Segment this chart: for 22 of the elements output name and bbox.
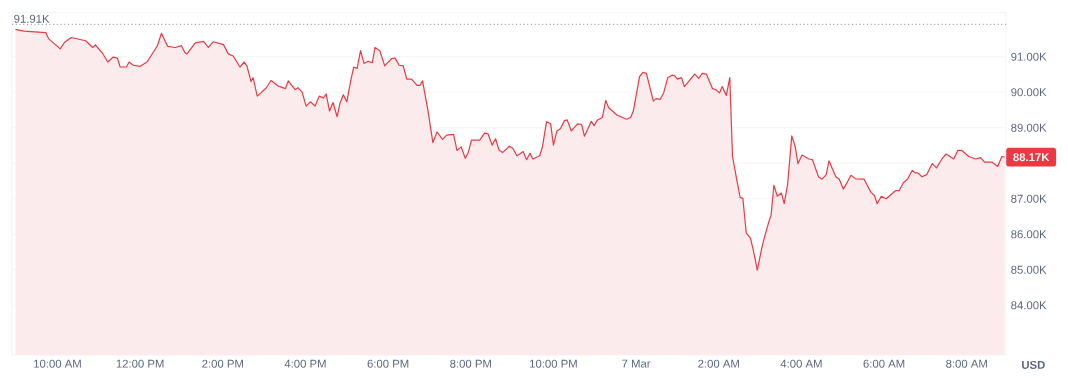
x-tick-label: 7 Mar [622,359,651,368]
ref-line-label: 91.91K [14,14,50,23]
x-tick-label: 2:00 AM [698,359,739,368]
y-tick-label: 86.00K [1011,230,1047,239]
x-tick-label: 8:00 PM [450,359,491,368]
y-tick-label: 89.00K [1011,123,1047,132]
x-tick-label: 4:00 PM [284,359,326,368]
y-tick-label: 85.00K [1011,265,1047,274]
y-tick-label: 91.00K [1011,52,1047,61]
y-axis-title: USD [1022,360,1045,369]
x-tick-label: 8:00 AM [946,359,987,368]
x-tick-label: 10:00 AM [34,359,81,368]
y-tick-label: 87.00K [1011,194,1047,203]
y-tick-label: 84.00K [1011,301,1047,310]
x-tick-label: 10:00 PM [530,359,577,368]
y-tick-label: 90.00K [1011,88,1047,97]
x-tick-label: 6:00 PM [367,359,409,368]
x-tick-label: 4:00 AM [780,359,822,368]
x-tick-label: 6:00 AM [863,359,905,368]
annotation: 88.17K [1013,153,1050,162]
x-tick-label: 2:00 PM [202,359,243,368]
x-tick-label: 12:00 PM [116,359,164,368]
